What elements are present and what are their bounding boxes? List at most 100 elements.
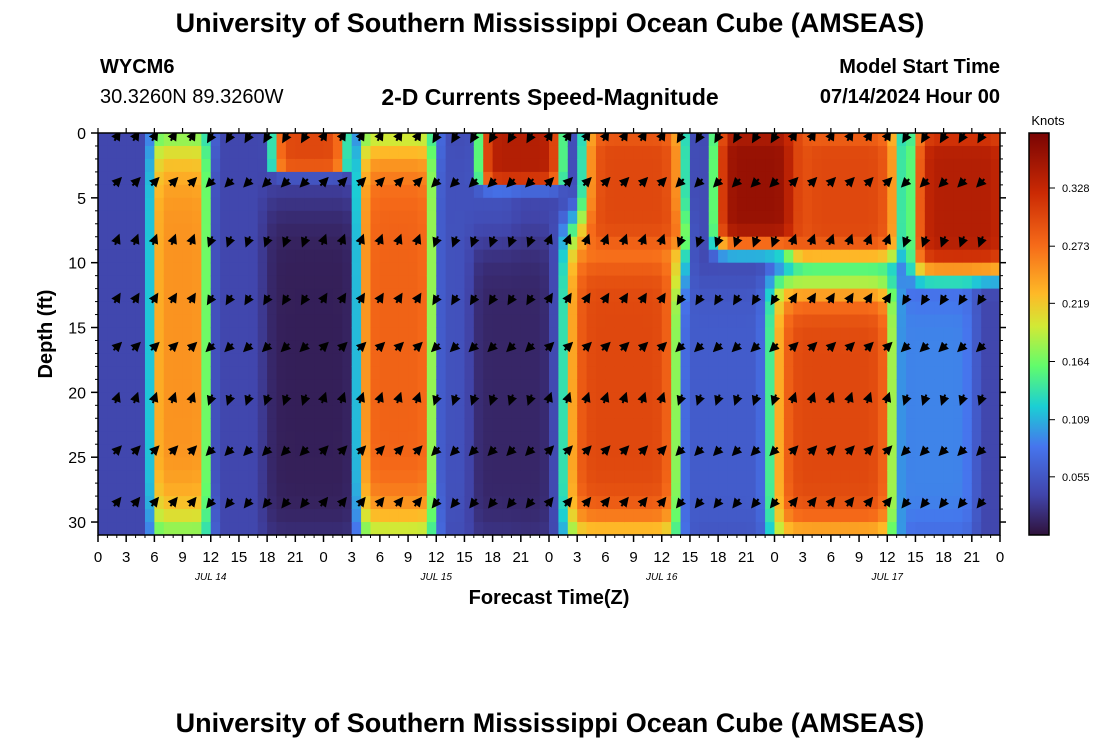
heatmap-cell (633, 314, 644, 329)
heatmap-cell (906, 249, 917, 264)
heatmap-cell (887, 457, 898, 471)
heatmap-cell (953, 353, 964, 368)
heatmap-cell (220, 470, 231, 484)
heatmap-cell (812, 405, 823, 419)
heatmap-cell (549, 210, 559, 225)
heatmap-cell (285, 340, 296, 355)
heatmap-cell (398, 431, 409, 445)
heatmap-cell (220, 483, 231, 497)
heatmap-cell (323, 327, 334, 342)
heatmap-cell (586, 379, 597, 393)
heatmap-cell (361, 210, 372, 225)
heatmap-cell (98, 405, 108, 419)
heatmap-cell (116, 340, 127, 355)
heatmap-cell (755, 223, 766, 238)
heatmap-cell (248, 431, 259, 445)
heatmap-cell (530, 197, 541, 212)
current-vector-arrow (299, 176, 311, 188)
heatmap-cell (812, 366, 823, 380)
heatmap-cell (417, 418, 428, 432)
heatmap-cell (577, 145, 588, 160)
heatmap-cell (154, 314, 165, 329)
heatmap-cell (201, 509, 212, 523)
heatmap-cell (896, 327, 907, 342)
current-vector-arrow (300, 236, 311, 248)
heatmap-cell (774, 509, 785, 523)
heatmap-field (98, 133, 1000, 535)
current-vector-arrow (618, 341, 630, 353)
heatmap-cell (595, 457, 606, 471)
heatmap-cell (783, 145, 794, 160)
heatmap-cell (971, 223, 982, 238)
heatmap-cell (774, 483, 785, 497)
heatmap-cell (342, 470, 353, 484)
heatmap-cell (304, 314, 315, 329)
heatmap-cell (314, 145, 325, 160)
heatmap-cell (539, 262, 550, 277)
heatmap-cell (642, 288, 653, 303)
heatmap-cell (276, 418, 287, 432)
heatmap-cell (257, 197, 268, 212)
heatmap-cell (464, 509, 475, 523)
heatmap-cell (304, 496, 315, 510)
heatmap-cell (962, 314, 973, 329)
heatmap-cell (483, 210, 494, 225)
heatmap-cell (981, 158, 992, 173)
heatmap-cell (417, 197, 428, 212)
heatmap-cell (135, 223, 146, 238)
heatmap-cell (238, 457, 249, 471)
date-label: JUL 15 (419, 572, 452, 583)
heatmap-cell (323, 145, 334, 160)
current-vector-arrow (506, 176, 517, 188)
heatmap-cell (699, 158, 710, 173)
heatmap-cell (755, 379, 766, 393)
heatmap-cell (511, 470, 522, 484)
heatmap-cell (990, 314, 1000, 329)
current-vector-arrow (355, 176, 367, 188)
heatmap-cell (718, 314, 729, 329)
heatmap-cell (210, 522, 221, 535)
current-vector-arrow (732, 294, 743, 306)
heatmap-cell (736, 275, 747, 290)
heatmap-cell (455, 418, 466, 432)
heatmap-cell (116, 431, 127, 445)
heatmap-cell (126, 314, 137, 329)
heatmap-cell (765, 353, 776, 368)
heatmap-cell (502, 223, 513, 238)
current-vector-arrow (863, 341, 874, 353)
heatmap-cell (502, 262, 513, 277)
heatmap-cell (342, 158, 353, 173)
current-vector-arrow (149, 341, 160, 353)
heatmap-cell (229, 431, 240, 445)
current-vector-arrow (863, 176, 874, 188)
heatmap-cell (483, 457, 494, 471)
heatmap-cell (511, 405, 522, 419)
heatmap-cell (689, 236, 700, 251)
heatmap-cell (98, 275, 108, 290)
heatmap-cell (661, 418, 672, 432)
current-vector-arrow (244, 394, 254, 406)
heatmap-cell (229, 158, 240, 173)
heatmap-cell (877, 366, 888, 380)
heatmap-cell (285, 418, 296, 432)
heatmap-cell (614, 483, 625, 497)
heatmap-cell (962, 522, 973, 535)
heatmap-cell (135, 444, 146, 458)
heatmap-cell (812, 457, 823, 471)
heatmap-cell (116, 158, 127, 173)
heatmap-cell (971, 158, 982, 173)
current-vector-arrow (787, 133, 798, 142)
current-vector-arrow (751, 236, 762, 248)
heatmap-cell (276, 366, 287, 380)
heatmap-cell (755, 392, 766, 406)
heatmap-cell (567, 444, 578, 458)
heatmap-cell (144, 145, 155, 160)
heatmap-cell (267, 392, 278, 406)
heatmap-cell (953, 184, 964, 199)
heatmap-cell (295, 392, 306, 406)
heatmap-cell (492, 379, 503, 393)
heatmap-cell (859, 405, 870, 419)
heatmap-cell (276, 249, 287, 264)
heatmap-cell (445, 457, 456, 471)
current-vector-arrow (618, 133, 628, 142)
